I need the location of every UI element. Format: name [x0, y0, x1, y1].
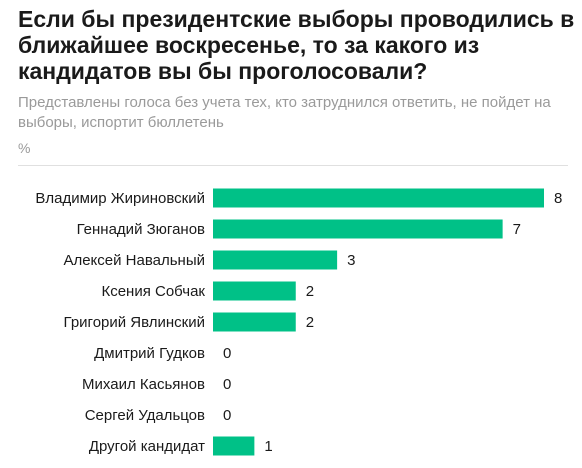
category-label: Другой кандидат: [89, 438, 205, 455]
header-divider: [18, 165, 568, 166]
value-label: 2: [306, 314, 314, 331]
value-label: 0: [223, 376, 231, 393]
value-label: 8: [554, 190, 562, 207]
value-label: 7: [513, 221, 521, 238]
chart-title: Если бы президентские выборы проводились…: [18, 6, 575, 84]
value-label: 2: [306, 283, 314, 300]
category-label: Ксения Собчак: [101, 283, 205, 300]
category-label: Сергей Удальцов: [85, 407, 205, 424]
chart-subtitle: Представлены голоса без учета тех, кто з…: [18, 94, 551, 131]
bar: [213, 281, 296, 301]
value-label: 1: [264, 438, 272, 455]
value-label: 0: [223, 407, 231, 424]
category-label: Григорий Явлинский: [64, 314, 205, 331]
category-label: Геннадий Зюганов: [77, 221, 205, 238]
unit-label: %: [18, 140, 31, 156]
value-label: 0: [223, 345, 231, 362]
bar: [213, 188, 544, 208]
category-label: Михаил Касьянов: [82, 376, 205, 393]
bar: [213, 312, 296, 332]
value-label: 3: [347, 252, 355, 269]
category-label: Владимир Жириновский: [35, 190, 205, 207]
bar: [213, 219, 503, 239]
bar: [213, 250, 338, 270]
category-label: Дмитрий Гудков: [94, 345, 205, 362]
bar: [213, 436, 255, 456]
category-label: Алексей Навальный: [63, 252, 205, 269]
